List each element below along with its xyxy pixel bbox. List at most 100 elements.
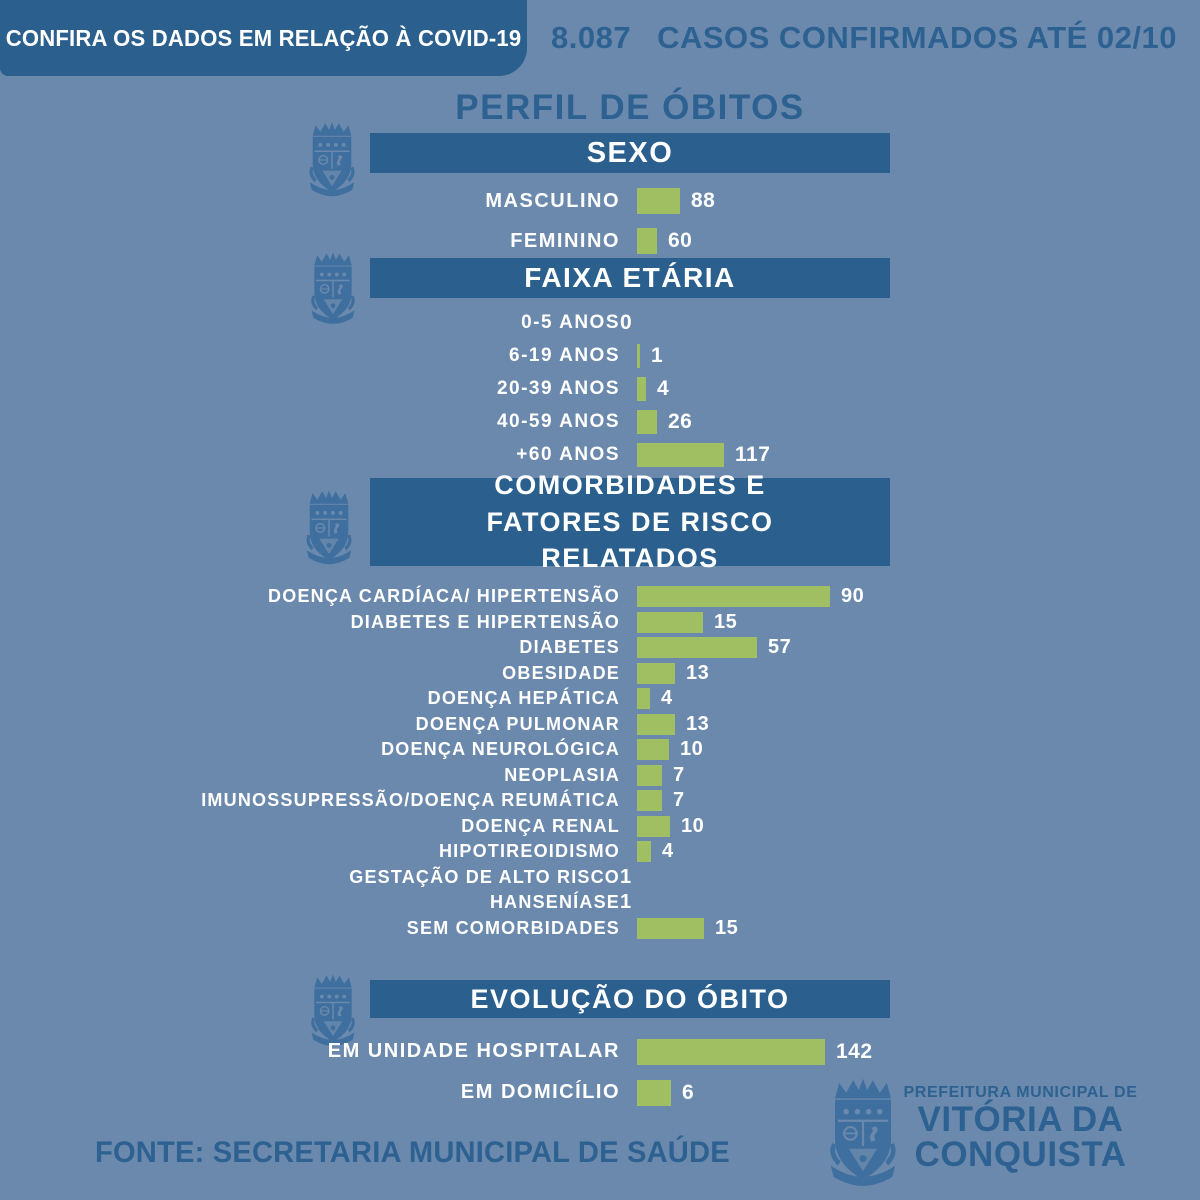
bar-value: 7	[673, 763, 685, 786]
bar-value: 1	[620, 891, 632, 914]
bar-row: DOENÇA NEUROLÓGICA 10	[0, 737, 1200, 763]
bar-row: DIABETES 57	[0, 635, 1200, 661]
bar-label: DOENÇA HEPÁTICA	[427, 688, 620, 709]
logo-city-name-line1: VITÓRIA DA	[917, 1100, 1124, 1139]
bar-row: DIABETES E HIPERTENSÃO 15	[0, 610, 1200, 636]
bar-row: DOENÇA RENAL 10	[0, 814, 1200, 840]
bar-label: HANSENÍASE	[489, 892, 620, 913]
bar-row: SEM COMORBIDADES 15	[0, 916, 1200, 942]
bar-label: 6-19 ANOS	[509, 344, 620, 366]
confirmed-cases-label: CASOS CONFIRMADOS ATÉ 02/10	[657, 20, 1177, 55]
bar-value: 6	[682, 1080, 695, 1104]
bar-label: 40-59 ANOS	[496, 410, 620, 432]
bar-value: 13	[686, 712, 710, 735]
bar-label: DOENÇA RENAL	[461, 815, 620, 836]
bar-row: EM DOMICÍLIO 6	[0, 1072, 1200, 1113]
bar-chart-comorbidades: DOENÇA CARDÍACA/ HIPERTENSÃO 90 DIABETES E…	[0, 584, 1200, 941]
bar-value: 4	[657, 376, 670, 400]
bar	[637, 739, 669, 761]
bar-label: DOENÇA PULMONAR	[415, 713, 620, 734]
bar-label: FEMININO	[510, 229, 620, 252]
bar-value: 57	[768, 636, 792, 659]
bar-label: NEOPLASIA	[504, 764, 620, 785]
bar	[637, 343, 640, 368]
section-header-evolucao: EVOLUÇÃO DO ÓBITO	[370, 980, 890, 1018]
bar-row: 6-19 ANOS 1	[0, 339, 1200, 372]
bar	[637, 1038, 825, 1065]
bar-label: 20-39 ANOS	[496, 377, 620, 399]
bar-row: DOENÇA PULMONAR 13	[0, 712, 1200, 738]
city-hall-coat-of-arms-icon	[818, 1076, 908, 1188]
bar	[637, 409, 657, 434]
bar-row: 20-39 ANOS 4	[0, 372, 1200, 405]
bar-value: 117	[735, 442, 771, 466]
bar-value: 1	[620, 865, 632, 888]
logo-city-name-line2: CONQUISTA	[914, 1135, 1127, 1174]
bar-value: 10	[681, 814, 705, 837]
bar-value: 15	[714, 610, 738, 633]
city-hall-logo: PREFEITURA MUNICIPAL DE VITÓRIA DA CONQU…	[903, 1084, 1138, 1172]
bar-row: 0-5 ANOS 0	[0, 306, 1200, 339]
header-banner: CONFIRA OS DADOS EM RELAÇÃO À COVID-19	[0, 0, 527, 76]
bar-row: GESTAÇÃO DE ALTO RISCO 1	[0, 865, 1200, 891]
bar-row: +60 ANOS 117	[0, 438, 1200, 471]
bar-label: MASCULINO	[485, 189, 620, 212]
bar-row: HIPOTIREOIDISMO 4	[0, 839, 1200, 865]
section-header-faixa-etaria: FAIXA ETÁRIA	[370, 258, 890, 298]
bar-chart-sexo: MASCULINO 88 FEMININO 60	[0, 181, 1200, 261]
bar-value: 15	[715, 916, 739, 939]
bar-label: DOENÇA NEUROLÓGICA	[381, 739, 620, 760]
bar-row: IMUNOSSUPRESSÃO/DOENÇA REUMÁTICA 7	[0, 788, 1200, 814]
bar-row: OBESIDADE 13	[0, 661, 1200, 687]
bar-value: 60	[668, 229, 693, 252]
bar-value: 88	[691, 189, 716, 212]
bar-label: +60 ANOS	[516, 443, 620, 465]
bar-label: HIPOTIREOIDISMO	[438, 841, 620, 862]
bar-label: EM DOMICÍLIO	[460, 1081, 620, 1103]
source-note: FONTE: SECRETARIA MUNICIPAL DE SAÚDE	[95, 1136, 730, 1169]
bar-value: 26	[668, 409, 693, 433]
bar-row: FEMININO 60	[0, 221, 1200, 261]
bar	[637, 815, 670, 837]
bar-row: MASCULINO 88	[0, 181, 1200, 221]
bar	[637, 586, 830, 608]
bar-value: 90	[841, 585, 865, 608]
bar	[637, 228, 657, 254]
section-header-sexo: SEXO	[370, 133, 890, 173]
header-banner-label: CONFIRA OS DADOS EM RELAÇÃO À COVID-19	[5, 24, 522, 51]
bar	[637, 442, 724, 467]
bar-label: SEM COMORBIDADES	[406, 917, 620, 938]
bar-label: EM UNIDADE HOSPITALAR	[327, 1040, 620, 1062]
bar	[637, 764, 662, 786]
page-title: PERFIL DE ÓBITOS	[455, 88, 805, 127]
bar-label: DIABETES	[519, 637, 620, 658]
coat-of-arms-icon	[300, 487, 358, 567]
bar-value: 7	[673, 789, 685, 812]
bar-value: 4	[662, 840, 674, 863]
bar-label: DIABETES E HIPERTENSÃO	[350, 611, 620, 632]
bar	[637, 917, 704, 939]
bar	[637, 188, 680, 214]
bar-label: IMUNOSSUPRESSÃO/DOENÇA REUMÁTICA	[201, 790, 620, 811]
logo-prefeitura-label: PREFEITURA MUNICIPAL DE	[903, 1084, 1138, 1101]
bar	[637, 688, 650, 710]
bar	[637, 611, 703, 633]
bar-row: HANSENÍASE 1	[0, 890, 1200, 916]
bar-value: 0	[620, 310, 633, 334]
bar-value: 1	[651, 343, 664, 367]
bar-label: GESTAÇÃO DE ALTO RISCO	[349, 866, 620, 887]
bar	[637, 713, 675, 735]
bar-row: NEOPLASIA 7	[0, 763, 1200, 789]
bar	[637, 1079, 671, 1106]
bar	[637, 376, 646, 401]
bar-row: 40-59 ANOS 26	[0, 405, 1200, 438]
section-header-comorbidades: COMORBIDADES E FATORES DE RISCO RELATADO…	[370, 470, 890, 573]
bar-value: 142	[836, 1039, 873, 1063]
bar-value: 4	[661, 687, 673, 710]
bar-chart-evolucao: EM UNIDADE HOSPITALAR 142 EM DOMICÍLIO 6	[0, 1031, 1200, 1113]
bar-label: DOENÇA CARDÍACA/ HIPERTENSÃO	[268, 586, 620, 607]
bar-row: DOENÇA HEPÁTICA 4	[0, 686, 1200, 712]
bar-chart-faixa-etaria: 0-5 ANOS 0 6-19 ANOS 1 20-39 ANOS 4 40-59 ANOS…	[0, 306, 1200, 471]
bar	[637, 637, 757, 659]
bar-row: DOENÇA CARDÍACA/ HIPERTENSÃO 90	[0, 584, 1200, 610]
